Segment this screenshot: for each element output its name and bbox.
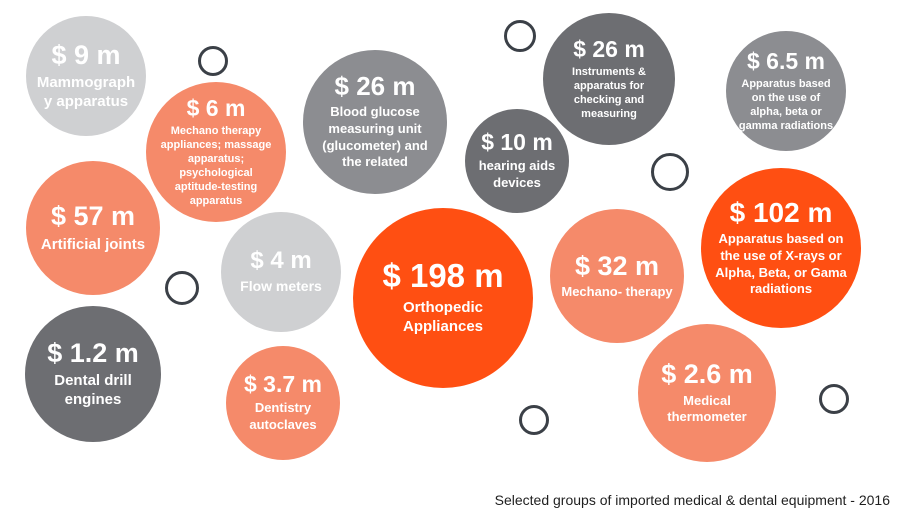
decorative-ring: [819, 384, 849, 414]
bubble: $ 2.6 m Medical thermometer: [638, 324, 776, 462]
bubble-label: Mechano- therapy: [561, 283, 673, 299]
decorative-ring: [198, 46, 228, 76]
bubble: $ 3.7 m Dentistry autoclaves: [226, 346, 340, 460]
bubble-label: Medical thermometer: [667, 392, 747, 425]
bubble: $ 9 m Mammograph y apparatus: [26, 16, 146, 136]
bubble: $ 102 m Apparatus based on the use of X-r…: [701, 168, 861, 328]
bubble-label: Dentistry autoclaves: [249, 400, 317, 433]
chart-caption: Selected groups of imported medical & de…: [494, 492, 890, 508]
bubble-value: $ 32 m: [574, 250, 660, 281]
bubble: $ 6 m Mechano therapy appliances; massage…: [146, 82, 286, 222]
bubble-label: hearing aids devices: [478, 158, 556, 191]
bubble-value: $ 1.2 m: [47, 337, 139, 368]
bubble-value: $ 26 m: [334, 71, 416, 102]
bubble-value: $ 4 m: [250, 247, 312, 275]
bubble-value: $ 10 m: [481, 129, 553, 156]
bubble-label: Flow meters: [240, 277, 322, 294]
bubble-label: Apparatus based on the use of X-rays or …: [715, 231, 847, 297]
decorative-ring: [504, 20, 536, 52]
bubble: $ 57 m Artificial joints: [26, 161, 160, 295]
bubble: $ 26 m Blood glucose measuring unit (gluc…: [303, 50, 447, 194]
decorative-ring: [165, 271, 199, 305]
bubble: $ 26 m Instruments & apparatus for checki…: [543, 13, 675, 145]
bubble-label: Apparatus based on the use of alpha, bet…: [738, 77, 834, 133]
bubble-label: Artificial joints: [40, 235, 146, 253]
bubble: $ 4 m Flow meters: [221, 212, 341, 332]
bubble-label: Blood glucose measuring unit (glucometer…: [322, 104, 428, 170]
bubble-label: Dental drill engines: [54, 371, 132, 409]
bubble-value: $ 6 m: [186, 94, 246, 121]
bubble-value: $ 198 m: [382, 257, 504, 295]
bubble-label: Orthopedic Appliances: [402, 299, 484, 336]
bubble-value: $ 3.7 m: [244, 371, 322, 398]
bubble-label: Mammograph y apparatus: [36, 73, 136, 111]
bubble-value: $ 57 m: [50, 201, 136, 232]
bubble-value: $ 102 m: [729, 197, 833, 229]
bubble: $ 32 m Mechano- therapy: [550, 209, 684, 343]
bubble-value: $ 6.5 m: [747, 47, 825, 74]
bubble-value: $ 2.6 m: [661, 359, 753, 390]
bubble: $ 6.5 m Apparatus based on the use of alp…: [726, 31, 846, 151]
bubble-label: Mechano therapy appliances; massage appa…: [160, 124, 272, 208]
decorative-ring: [519, 405, 549, 435]
bubble: $ 1.2 m Dental drill engines: [25, 306, 161, 442]
bubble: $ 198 m Orthopedic Appliances: [353, 208, 533, 388]
bubble-label: Instruments & apparatus for checking and…: [572, 65, 646, 121]
bubble: $ 10 m hearing aids devices: [465, 109, 569, 213]
bubble-value: $ 9 m: [51, 39, 121, 70]
decorative-ring: [651, 153, 689, 191]
bubble-value: $ 26 m: [573, 35, 645, 62]
